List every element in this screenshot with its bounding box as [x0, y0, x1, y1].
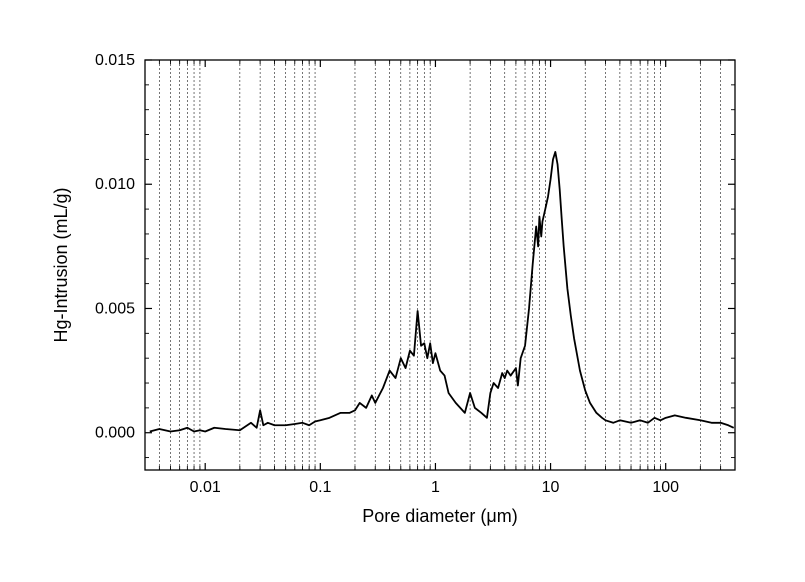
y-tick-label: 0.010 [95, 176, 135, 193]
y-tick-label: 0.015 [95, 52, 135, 69]
y-axis-label: Hg-Intrusion (mL/g) [51, 187, 71, 342]
y-tick-label: 0.005 [95, 300, 135, 317]
y-tick-label: 0.000 [95, 425, 135, 442]
x-tick-label: 100 [652, 479, 679, 496]
x-tick-label: 0.01 [190, 479, 221, 496]
x-tick-label: 10 [542, 479, 560, 496]
x-axis-label: Pore diameter (μm) [362, 506, 517, 526]
hg-intrusion-chart: 0.01 0.1 1 10 100 0.000 0.005 0.010 0.015 Pore di… [0, 0, 805, 582]
x-tick-label: 1 [431, 479, 440, 496]
chart-container: 0.01 0.1 1 10 100 0.000 0.005 0.010 0.015 Pore di… [0, 0, 805, 582]
x-tick-label: 0.1 [309, 479, 331, 496]
